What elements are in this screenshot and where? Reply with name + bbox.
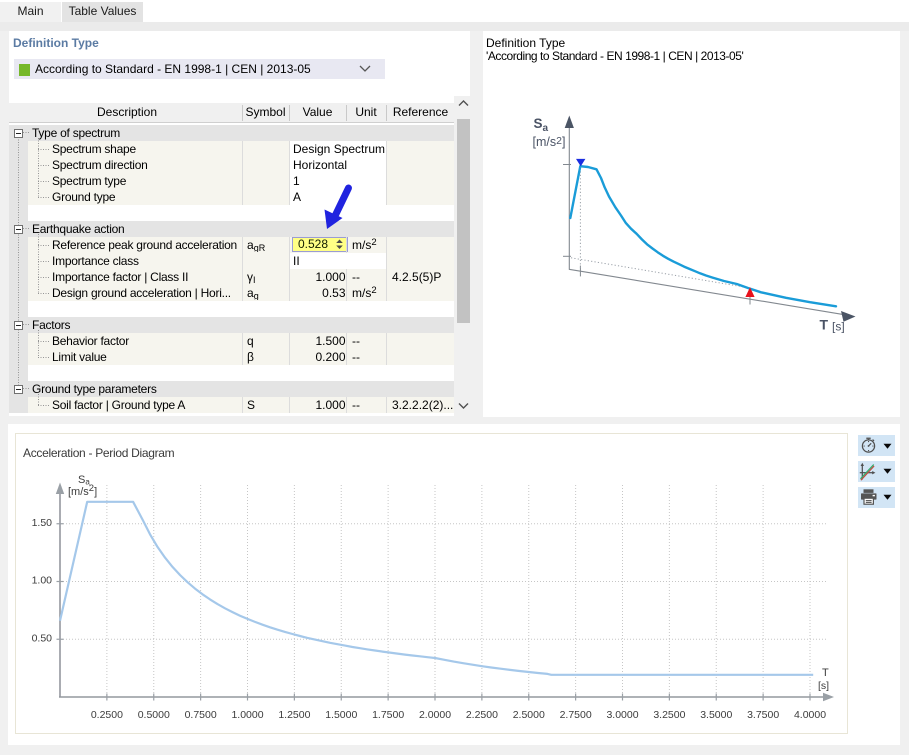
svg-text:1.50: 1.50	[32, 517, 53, 529]
svg-text:[s]: [s]	[832, 320, 845, 334]
svg-text:3.0000: 3.0000	[606, 709, 638, 721]
svg-text:[m/s2]: [m/s2]	[68, 483, 97, 498]
svg-text:1.7500: 1.7500	[372, 709, 404, 721]
svg-text:4.0000: 4.0000	[794, 709, 826, 721]
svg-text:2.5000: 2.5000	[513, 709, 545, 721]
svg-text:3.5000: 3.5000	[700, 709, 732, 721]
svg-text:2.7500: 2.7500	[560, 709, 592, 721]
svg-text:[m/s2]: [m/s2]	[533, 135, 566, 149]
svg-text:2.0000: 2.0000	[419, 709, 451, 721]
svg-text:[s]: [s]	[818, 680, 829, 692]
svg-text:0.5000: 0.5000	[138, 709, 170, 721]
svg-text:T: T	[822, 667, 829, 679]
svg-text:1.5000: 1.5000	[325, 709, 357, 721]
svg-text:0.50: 0.50	[32, 632, 53, 644]
svg-text:T: T	[820, 317, 829, 333]
svg-text:1.00: 1.00	[32, 575, 53, 587]
svg-text:2.2500: 2.2500	[466, 709, 498, 721]
svg-text:3.2500: 3.2500	[653, 709, 685, 721]
svg-text:Sa: Sa	[78, 474, 90, 487]
svg-text:1.2500: 1.2500	[278, 709, 310, 721]
svg-text:1.0000: 1.0000	[231, 709, 263, 721]
svg-text:3.7500: 3.7500	[747, 709, 779, 721]
svg-text:Sa: Sa	[534, 116, 549, 134]
svg-text:0.2500: 0.2500	[91, 709, 123, 721]
svg-text:0.7500: 0.7500	[185, 709, 217, 721]
